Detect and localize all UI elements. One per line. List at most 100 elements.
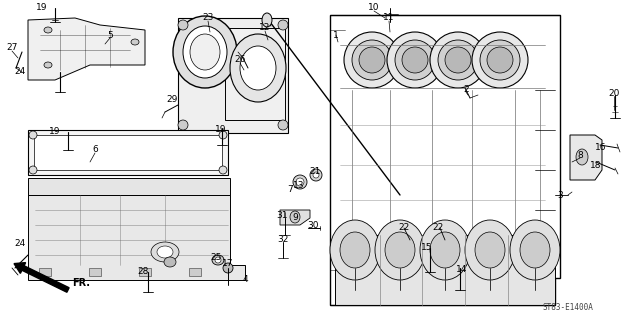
Bar: [89, 268, 101, 276]
Ellipse shape: [219, 131, 227, 139]
Text: 30: 30: [307, 220, 319, 229]
Text: 24: 24: [15, 238, 25, 247]
Text: 17: 17: [222, 259, 234, 268]
Text: 16: 16: [595, 142, 607, 151]
Text: 19: 19: [49, 127, 61, 137]
Ellipse shape: [375, 220, 425, 280]
Bar: [189, 268, 201, 276]
Ellipse shape: [290, 211, 300, 223]
Text: 22: 22: [432, 223, 444, 233]
Text: ST83-E1400A: ST83-E1400A: [542, 303, 594, 313]
Text: 20: 20: [608, 89, 620, 98]
Ellipse shape: [480, 40, 520, 80]
Ellipse shape: [190, 34, 220, 70]
Ellipse shape: [520, 232, 550, 268]
Ellipse shape: [215, 257, 221, 263]
Ellipse shape: [330, 220, 380, 280]
Text: 5: 5: [107, 30, 113, 39]
Ellipse shape: [310, 169, 322, 181]
Text: 22: 22: [398, 223, 410, 233]
Text: 25: 25: [210, 253, 222, 262]
Ellipse shape: [212, 255, 224, 265]
Ellipse shape: [262, 13, 272, 27]
Text: 27: 27: [6, 44, 18, 52]
Text: 32: 32: [277, 236, 289, 244]
Ellipse shape: [385, 232, 415, 268]
Ellipse shape: [576, 149, 588, 165]
Polygon shape: [570, 135, 602, 180]
Text: FR.: FR.: [72, 278, 90, 288]
Polygon shape: [178, 18, 288, 133]
Text: 7: 7: [287, 186, 293, 195]
Ellipse shape: [475, 232, 505, 268]
Ellipse shape: [472, 32, 528, 88]
Text: 2: 2: [463, 85, 469, 94]
Text: 19: 19: [36, 4, 47, 12]
Ellipse shape: [465, 220, 515, 280]
Text: 14: 14: [456, 266, 468, 275]
Text: 28: 28: [137, 268, 149, 276]
Ellipse shape: [430, 232, 460, 268]
Ellipse shape: [164, 257, 176, 267]
Text: 29: 29: [166, 95, 178, 105]
Ellipse shape: [230, 34, 286, 102]
Ellipse shape: [157, 246, 173, 258]
Text: 8: 8: [577, 150, 583, 159]
Ellipse shape: [278, 120, 288, 130]
Ellipse shape: [44, 27, 52, 33]
Polygon shape: [330, 15, 560, 305]
Text: 9: 9: [292, 213, 298, 222]
Text: 4: 4: [242, 276, 248, 284]
Ellipse shape: [313, 172, 319, 178]
Bar: [39, 268, 51, 276]
Ellipse shape: [395, 40, 435, 80]
Ellipse shape: [293, 175, 307, 189]
Ellipse shape: [173, 16, 237, 88]
Ellipse shape: [223, 263, 233, 273]
Text: 31: 31: [276, 211, 288, 220]
Ellipse shape: [340, 232, 370, 268]
FancyArrow shape: [14, 263, 69, 292]
Text: 12: 12: [260, 23, 271, 33]
Polygon shape: [28, 18, 145, 80]
Ellipse shape: [344, 32, 400, 88]
Ellipse shape: [178, 120, 188, 130]
Ellipse shape: [352, 40, 392, 80]
Polygon shape: [225, 28, 285, 120]
Polygon shape: [28, 178, 230, 195]
Ellipse shape: [29, 166, 37, 174]
Ellipse shape: [359, 47, 385, 73]
Text: 11: 11: [383, 13, 395, 22]
Text: 10: 10: [368, 4, 380, 12]
Ellipse shape: [487, 47, 513, 73]
Bar: [34, 135, 222, 170]
Bar: [28, 130, 228, 175]
Text: 26: 26: [234, 55, 246, 65]
Ellipse shape: [131, 39, 139, 45]
Ellipse shape: [183, 26, 227, 78]
Text: 13: 13: [293, 180, 304, 189]
Text: 19: 19: [215, 125, 227, 134]
Ellipse shape: [151, 242, 179, 262]
Text: 3: 3: [557, 190, 563, 199]
Polygon shape: [280, 210, 310, 225]
Ellipse shape: [420, 220, 470, 280]
Ellipse shape: [278, 20, 288, 30]
Ellipse shape: [438, 40, 478, 80]
Ellipse shape: [510, 220, 560, 280]
Ellipse shape: [178, 20, 188, 30]
Text: 18: 18: [590, 161, 602, 170]
Polygon shape: [335, 235, 555, 305]
Text: 6: 6: [92, 146, 98, 155]
Ellipse shape: [219, 166, 227, 174]
Ellipse shape: [430, 32, 486, 88]
Text: 1: 1: [333, 30, 339, 39]
Ellipse shape: [44, 62, 52, 68]
Ellipse shape: [387, 32, 443, 88]
Ellipse shape: [402, 47, 428, 73]
Ellipse shape: [29, 131, 37, 139]
Ellipse shape: [445, 47, 471, 73]
Ellipse shape: [296, 178, 304, 186]
Text: 21: 21: [310, 167, 321, 177]
Text: 15: 15: [421, 244, 433, 252]
